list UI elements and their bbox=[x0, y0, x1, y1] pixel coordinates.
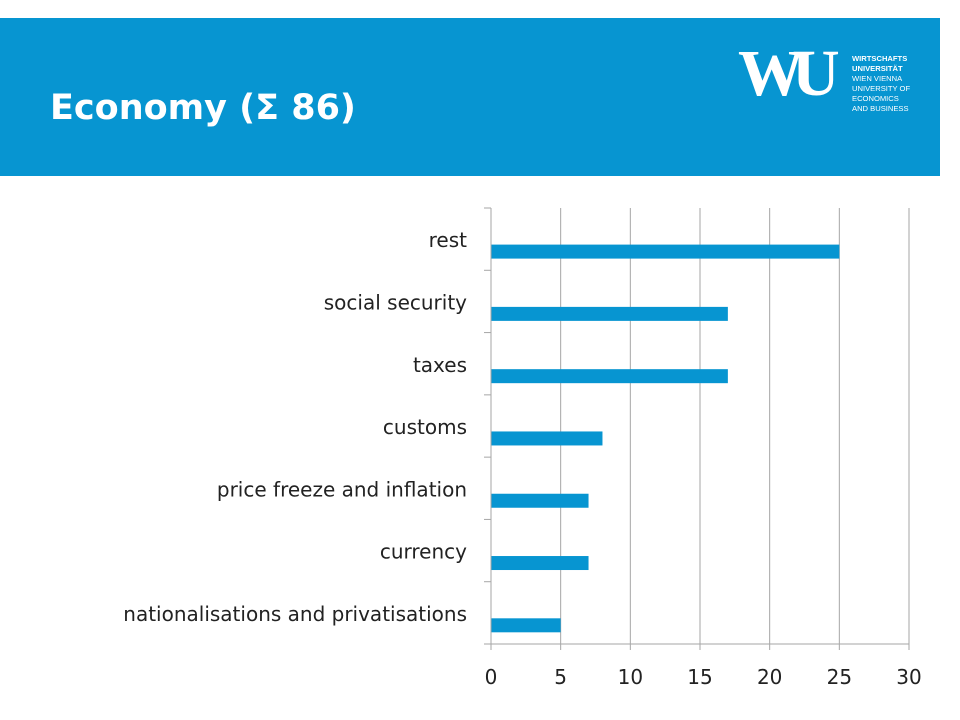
x-tick-label: 20 bbox=[757, 665, 782, 689]
category-label: customs bbox=[383, 415, 467, 439]
logo-text: WIRTSCHAFTS UNIVERSITÄT WIEN VIENNA UNIV… bbox=[852, 54, 922, 114]
bar bbox=[491, 493, 589, 508]
bar bbox=[491, 556, 589, 571]
logo-line: WIRTSCHAFTS bbox=[852, 54, 908, 63]
wu-logo: WU WIRTSCHAFTS UNIVERSITÄT WIEN VIENNA U… bbox=[738, 37, 918, 140]
category-label: currency bbox=[380, 540, 467, 564]
logo-line: UNIVERSITY OF bbox=[852, 84, 911, 93]
header-banner bbox=[0, 18, 940, 176]
category-label: rest bbox=[429, 228, 468, 252]
logo-line: WIEN VIENNA bbox=[852, 74, 903, 83]
logo-line: UNIVERSITÄT bbox=[852, 64, 903, 73]
page-title: Economy (Σ 86) bbox=[50, 88, 356, 128]
bar bbox=[491, 244, 840, 259]
bar bbox=[491, 431, 603, 446]
category-label: social security bbox=[324, 291, 467, 315]
x-tick-label: 30 bbox=[896, 665, 921, 689]
x-tick-label: 5 bbox=[554, 665, 567, 689]
x-tick-label: 10 bbox=[618, 665, 643, 689]
bar bbox=[491, 369, 728, 384]
bar bbox=[491, 618, 561, 633]
bar bbox=[491, 306, 728, 321]
x-tick-label: 25 bbox=[827, 665, 852, 689]
logo-mark: WU bbox=[738, 37, 840, 110]
x-tick-label: 15 bbox=[687, 665, 712, 689]
category-label: nationalisations and privatisations bbox=[123, 602, 467, 626]
logo-line: AND BUSINESS bbox=[852, 104, 909, 113]
logo-line: ECONOMICS bbox=[852, 94, 899, 103]
category-label: price freeze and inflation bbox=[217, 477, 467, 501]
category-label: taxes bbox=[413, 353, 467, 377]
x-tick-label: 0 bbox=[485, 665, 498, 689]
